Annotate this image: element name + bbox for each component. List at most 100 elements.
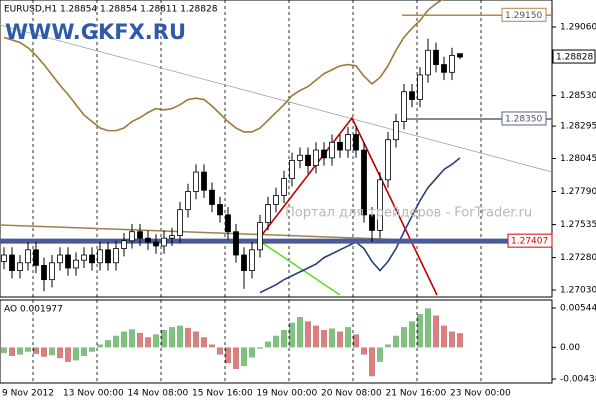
triangle-line — [257, 116, 438, 296]
chart-title: EURUSD,H1 1.28854 1.28854 1.28811 1.2882… — [4, 5, 218, 15]
candle-body — [185, 191, 191, 211]
candle-body — [249, 249, 255, 271]
band-line — [3, 0, 444, 133]
candle-body — [153, 241, 159, 247]
candle-body — [449, 55, 455, 73]
y-tick-label: 1.27280 — [560, 253, 596, 263]
level-label-box — [507, 233, 553, 248]
y-tick-label: 1.27535 — [560, 220, 596, 230]
y-tick-label: 1.27790 — [560, 187, 596, 197]
trend-line — [0, 24, 552, 173]
last-price-label: 1.28828 — [556, 53, 593, 63]
candle-body — [273, 195, 279, 205]
candle-body — [409, 91, 415, 100]
x-tick-label: 21 Nov 16:00 — [386, 389, 447, 399]
level-label: 1.27407 — [511, 237, 548, 247]
candle-body — [129, 231, 135, 242]
level-label: 1.28350 — [505, 114, 542, 124]
y-tick-label: 1.27030 — [560, 286, 596, 296]
candle-body — [65, 254, 71, 269]
candle-body — [393, 121, 399, 141]
period-separators — [32, 0, 482, 383]
y-tick-label: 1.28295 — [560, 122, 596, 132]
level-label-box — [501, 111, 547, 126]
candle-body — [233, 231, 239, 256]
y-tick-label: 1.29060 — [560, 22, 596, 32]
candle-body — [177, 209, 183, 236]
candle-body — [241, 254, 247, 271]
drawings — [0, 24, 552, 296]
candle-body — [313, 149, 319, 167]
band-line — [259, 157, 461, 294]
x-tick-label: 9 Nov 2012 — [2, 389, 54, 399]
candle-body — [145, 237, 151, 243]
candle-body — [49, 262, 55, 281]
candle-body — [353, 134, 359, 151]
level-label-box — [501, 7, 547, 22]
trend-line — [257, 239, 341, 296]
candle-body — [33, 249, 39, 266]
x-tick-label: 23 Nov 00:00 — [450, 389, 511, 399]
y-tick-label: -0.00438 — [560, 375, 596, 385]
candle-body — [457, 53, 463, 58]
y-tick-label: 0.00544 — [560, 304, 596, 314]
watermark: Портал для трейдеров - ForTrader.ru — [285, 206, 532, 221]
candle-body — [201, 171, 207, 191]
candle-body — [425, 49, 431, 76]
candle-body — [361, 149, 367, 216]
candle-body — [209, 189, 215, 205]
ao-plot — [1, 308, 463, 377]
candle-body — [1, 254, 7, 262]
candle-body — [137, 231, 143, 239]
candle-body — [329, 141, 335, 159]
last-price-box — [552, 49, 596, 64]
candle-body — [369, 214, 375, 231]
candle-body — [105, 249, 111, 264]
candle-body — [377, 179, 383, 231]
candle-body — [441, 64, 447, 73]
x-tick-label: 14 Nov 08:00 — [128, 389, 189, 399]
candle-body — [321, 149, 327, 159]
candle-body — [57, 254, 63, 264]
labels: 9 Nov 2012 13 Nov 00:00 14 Nov 08:00 15 Nov… — [2, 7, 596, 399]
candle-body — [193, 171, 199, 192]
candle-body — [297, 154, 303, 161]
x-tick-label: 19 Nov 00:00 — [257, 389, 318, 399]
price-plot — [0, 0, 552, 294]
candle-body — [305, 154, 311, 167]
candle-body — [89, 254, 95, 264]
candle-body — [17, 262, 23, 271]
candle-body — [161, 237, 167, 247]
candle-body — [41, 264, 47, 281]
candle-body — [169, 235, 175, 239]
logo: WWW.GKFX.RU — [5, 20, 186, 44]
candle-body — [9, 254, 15, 271]
candle-body — [121, 240, 127, 249]
ao-title: AO 0.001977 — [4, 305, 63, 315]
trend-line — [0, 224, 411, 241]
candle-body — [25, 249, 31, 264]
candle-body — [281, 178, 287, 196]
x-tick-label: 13 Nov 00:00 — [63, 389, 124, 399]
y-tick-label: 1.28530 — [560, 91, 596, 101]
candle-body — [417, 74, 423, 100]
candle-body — [345, 134, 351, 151]
candle-body — [113, 248, 119, 264]
level-label: 1.29150 — [505, 11, 542, 21]
candle-body — [265, 204, 271, 224]
candle-body — [73, 259, 79, 269]
y-tick-label: 0.00 — [560, 343, 580, 353]
candle-body — [337, 141, 343, 151]
x-tick-label: 15 Nov 16:00 — [192, 389, 253, 399]
candle-body — [401, 91, 407, 122]
candle-body — [433, 49, 439, 65]
y-tick-label: 1.28045 — [560, 154, 596, 164]
candle-body — [217, 204, 223, 216]
candle-body — [97, 249, 103, 264]
candle-body — [257, 222, 263, 251]
candle-body — [81, 254, 87, 261]
x-tick-label: 20 Nov 08:00 — [321, 389, 382, 399]
candle-body — [225, 214, 231, 233]
candle-body — [385, 139, 391, 181]
